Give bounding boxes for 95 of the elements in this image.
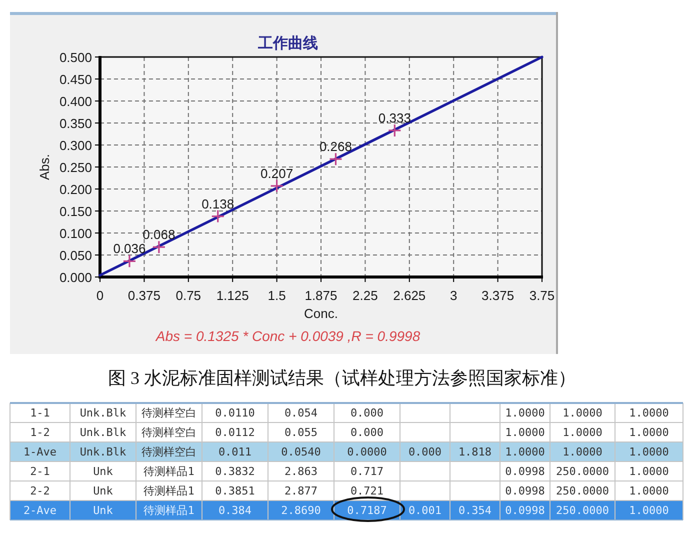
text: 0.3851 bbox=[215, 484, 255, 498]
chart-title: 工作曲线 bbox=[257, 35, 318, 52]
text: Unk bbox=[93, 484, 113, 498]
category-label: 2-1 bbox=[30, 465, 50, 478]
text: 待测样空白 bbox=[142, 446, 196, 458]
text: 2.8690 bbox=[281, 504, 321, 517]
text: 0.0110 bbox=[215, 406, 255, 420]
text: 0.0998 bbox=[505, 504, 545, 517]
text: 1.0000 bbox=[629, 465, 669, 478]
text: 0.001 bbox=[408, 504, 442, 517]
text: 0.721 bbox=[350, 484, 384, 498]
y-tick-label: 0.100 bbox=[59, 226, 92, 241]
text: 0.384 bbox=[218, 504, 252, 517]
y-tick-label: 0.350 bbox=[59, 116, 92, 131]
text: 1.0000 bbox=[629, 446, 669, 458]
text: 1.0000 bbox=[629, 426, 669, 439]
text: 0.000 bbox=[350, 426, 384, 439]
text: 0.717 bbox=[350, 465, 384, 478]
x-axis-title: Conc. bbox=[304, 306, 338, 321]
text: Unk bbox=[93, 465, 113, 478]
x-tick-label: 3.375 bbox=[482, 288, 514, 303]
category-label: 1-2 bbox=[30, 426, 50, 439]
point bbox=[152, 240, 166, 254]
text: Unk bbox=[93, 504, 113, 517]
y-tick-label: 0.250 bbox=[59, 160, 92, 175]
text: 0.7187 bbox=[347, 504, 387, 517]
x-tick-label: 2.625 bbox=[393, 288, 426, 303]
x-tick-label: 1.125 bbox=[216, 288, 249, 303]
data-label: 0.207 bbox=[260, 166, 294, 181]
text: 0.0998 bbox=[505, 465, 545, 478]
text: 0.055 bbox=[284, 426, 318, 439]
y-axis-title: Abs. bbox=[37, 154, 52, 180]
point bbox=[122, 254, 136, 268]
text: Unk.Blk bbox=[80, 406, 126, 420]
text: 待测样品1 bbox=[144, 465, 194, 478]
text: Unk.Blk bbox=[80, 426, 126, 439]
text: Unk.Blk bbox=[80, 446, 126, 458]
text: 0.354 bbox=[458, 504, 492, 517]
caption: 图 3 水泥标准固样测试结果（试样处理方法参照国家标准） bbox=[108, 368, 576, 388]
text: 1.0000 bbox=[505, 426, 545, 439]
text: 1.0000 bbox=[629, 484, 669, 498]
category-label: 2-Ave bbox=[23, 504, 57, 517]
text: 250.0000 bbox=[556, 484, 609, 498]
text: 0.0000 bbox=[347, 446, 387, 458]
text: 1.0000 bbox=[629, 504, 669, 517]
text: 1.0000 bbox=[505, 406, 545, 420]
y-tick-label: 0.150 bbox=[59, 204, 92, 219]
y-tick-label: 0.400 bbox=[59, 94, 92, 109]
data-label: 0.138 bbox=[202, 196, 234, 212]
text: 2.877 bbox=[284, 484, 318, 498]
x-tick-label: 2.25 bbox=[352, 288, 378, 303]
data-label: 0.333 bbox=[378, 110, 411, 126]
text: 0.011 bbox=[218, 446, 252, 458]
y-tick-label: 0.500 bbox=[59, 50, 92, 65]
x-tick-label: 0.375 bbox=[128, 288, 160, 303]
x-tick-label: 1.875 bbox=[304, 288, 338, 303]
category-label: 1-Ave bbox=[23, 446, 57, 458]
category-label: 2-2 bbox=[30, 484, 50, 498]
text: 0.0998 bbox=[505, 484, 545, 498]
y-tick-label: 0.050 bbox=[59, 248, 92, 263]
point bbox=[211, 209, 225, 224]
y-tick-label: 0.200 bbox=[59, 182, 92, 197]
x-tick-label: 0 bbox=[96, 288, 104, 303]
text: 2.863 bbox=[284, 465, 318, 478]
text: 待测样空白 bbox=[142, 426, 196, 439]
data-label: 0.036 bbox=[113, 241, 146, 256]
text: 1.818 bbox=[458, 446, 492, 458]
text: 0.3832 bbox=[215, 465, 255, 478]
text: 0.000 bbox=[408, 446, 442, 458]
text: 1.0000 bbox=[629, 406, 669, 420]
point bbox=[328, 152, 343, 166]
x-tick-label: 1.5 bbox=[268, 288, 286, 303]
point bbox=[388, 124, 402, 138]
text: 1.0000 bbox=[505, 446, 545, 458]
x-tick-label: 3.75 bbox=[529, 288, 555, 303]
text: 1.0000 bbox=[562, 406, 602, 420]
y-tick-label: 0.300 bbox=[59, 138, 92, 153]
text: Abs = 0.1325 * Conc + 0.0039 ,R = 0.9998 bbox=[154, 328, 420, 344]
text: 250.0000 bbox=[556, 504, 609, 517]
text: 0.000 bbox=[350, 406, 384, 420]
text: 待测样品1 bbox=[144, 504, 194, 517]
text: 0.0540 bbox=[281, 446, 321, 458]
category-label: 1-1 bbox=[30, 406, 50, 420]
text: 0.0112 bbox=[215, 426, 255, 439]
x-tick-label: 0.75 bbox=[176, 288, 202, 303]
text: 1.0000 bbox=[562, 426, 602, 439]
text: 待测样品1 bbox=[144, 484, 194, 498]
text: 250.0000 bbox=[556, 465, 609, 478]
y-tick-label: 0.450 bbox=[59, 72, 92, 87]
text: 0.054 bbox=[284, 406, 318, 420]
point bbox=[270, 179, 284, 193]
text: 待测样空白 bbox=[142, 406, 196, 420]
text: 1.0000 bbox=[562, 446, 602, 458]
x-tick-label: 3 bbox=[450, 288, 458, 303]
y-tick-label: 0.000 bbox=[59, 270, 92, 285]
